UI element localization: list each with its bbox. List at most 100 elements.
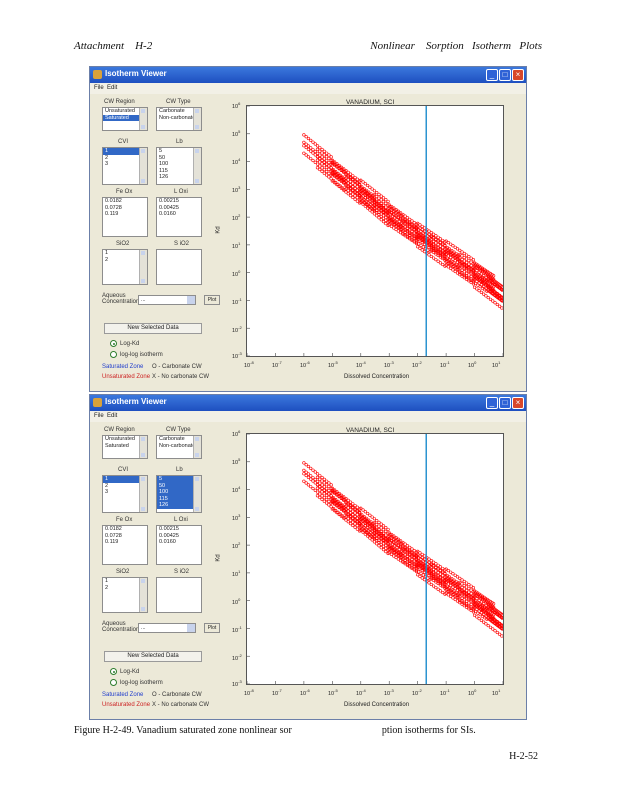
- title-bar[interactable]: Isotherm Viewer _ □ ×: [90, 395, 526, 411]
- list-item[interactable]: 1: [103, 148, 147, 155]
- list-item[interactable]: Saturated: [103, 114, 147, 121]
- minimize-button[interactable]: _: [486, 69, 498, 81]
- cvi-listbox[interactable]: 1 2 3: [102, 147, 148, 185]
- scatter-point: [477, 289, 481, 293]
- list-item[interactable]: 100: [157, 489, 201, 496]
- maximize-button[interactable]: □: [499, 397, 511, 409]
- aqueous-select[interactable]: ...: [138, 295, 196, 305]
- log-kd-radio[interactable]: [110, 340, 117, 347]
- scrollbar[interactable]: [139, 476, 147, 512]
- list-item[interactable]: 0.00425: [159, 532, 179, 539]
- new-selected-data-button[interactable]: New Selected Data: [104, 651, 202, 662]
- menu-file[interactable]: File: [94, 85, 104, 91]
- list-item[interactable]: 0.0728: [105, 532, 122, 539]
- scrollbar[interactable]: [139, 108, 147, 130]
- list-item[interactable]: 115: [157, 495, 201, 502]
- scrollbar[interactable]: [139, 250, 147, 284]
- close-button[interactable]: ×: [512, 69, 524, 81]
- scrollbar[interactable]: [139, 578, 147, 612]
- chevron-down-icon[interactable]: [187, 624, 195, 632]
- log-log-isotherm-radio[interactable]: [110, 679, 117, 686]
- scatter-point: [315, 483, 320, 487]
- scrollbar[interactable]: [139, 436, 147, 458]
- plot-button[interactable]: Plot: [204, 623, 220, 633]
- log-log-isotherm-radio[interactable]: [110, 351, 117, 358]
- chevron-down-icon[interactable]: [187, 296, 195, 304]
- maximize-button[interactable]: □: [499, 69, 511, 81]
- scrollbar[interactable]: [193, 108, 201, 130]
- list-item[interactable]: Carbonate: [159, 108, 185, 114]
- list-item[interactable]: 126: [159, 174, 169, 180]
- scatter-point: [441, 262, 445, 267]
- lb-listbox[interactable]: 5 50 100 115 126: [156, 147, 202, 185]
- l-oxi-listbox[interactable]: 0.00215 0.00425 0.0160: [156, 197, 202, 237]
- list-item[interactable]: Unsaturated: [105, 108, 135, 114]
- list-item[interactable]: 0.119: [105, 211, 119, 217]
- list-item[interactable]: 115: [159, 167, 168, 174]
- minimize-button[interactable]: _: [486, 397, 498, 409]
- sio2b-listbox[interactable]: [156, 577, 202, 613]
- list-item[interactable]: 0.00215: [159, 198, 179, 204]
- list-item[interactable]: 0.0160: [159, 539, 176, 545]
- list-item[interactable]: 50: [157, 482, 201, 489]
- fe-ox-listbox[interactable]: 0.0182 0.0728 0.119: [102, 525, 148, 565]
- list-item[interactable]: 1: [103, 476, 147, 483]
- scrollbar[interactable]: [139, 148, 147, 184]
- scatter-point: [377, 540, 381, 545]
- title-bar[interactable]: Isotherm Viewer _ □ ×: [90, 67, 526, 83]
- scatter-point: [444, 580, 448, 585]
- menu-edit[interactable]: Edit: [107, 413, 118, 419]
- sio2b-listbox[interactable]: [156, 249, 202, 285]
- list-item[interactable]: 0.0182: [105, 526, 122, 532]
- fe-ox-listbox[interactable]: 0.0182 0.0728 0.119: [102, 197, 148, 237]
- l-oxi-listbox[interactable]: 0.00215 0.00425 0.0160: [156, 525, 202, 565]
- list-item[interactable]: 3: [105, 489, 109, 495]
- new-selected-data-button[interactable]: New Selected Data: [104, 323, 202, 334]
- scrollbar[interactable]: [193, 476, 201, 512]
- scatter-point: [355, 195, 359, 200]
- menu-file[interactable]: File: [94, 413, 104, 419]
- list-item[interactable]: Saturated: [105, 442, 129, 449]
- list-item[interactable]: 1: [105, 250, 109, 256]
- list-item[interactable]: 50: [159, 154, 166, 161]
- scrollbar[interactable]: [193, 148, 201, 184]
- list-item[interactable]: 3: [105, 161, 109, 167]
- list-item[interactable]: 0.0182: [105, 198, 122, 204]
- cw-type-listbox[interactable]: Carbonate Non-carbonate: [156, 107, 202, 131]
- aqueous-select[interactable]: ...: [138, 623, 196, 633]
- sio2-listbox[interactable]: 1 2: [102, 577, 148, 613]
- list-item[interactable]: Non-carbonate: [159, 114, 196, 121]
- log-kd-radio[interactable]: [110, 668, 117, 675]
- scatter-point: [396, 554, 400, 558]
- list-item[interactable]: 2: [105, 256, 109, 263]
- list-item[interactable]: 0.119: [105, 539, 119, 545]
- close-button[interactable]: ×: [512, 397, 524, 409]
- list-item[interactable]: 1: [105, 578, 109, 584]
- menu-edit[interactable]: Edit: [107, 85, 118, 91]
- cw-type-listbox[interactable]: Carbonate Non-carbonate: [156, 435, 202, 459]
- list-item[interactable]: 0.00425: [159, 204, 179, 211]
- cw-region-listbox[interactable]: Unsaturated Saturated: [102, 107, 148, 131]
- scatter-point: [330, 507, 334, 511]
- scrollbar[interactable]: [193, 436, 201, 458]
- list-item[interactable]: Unsaturated: [105, 436, 135, 442]
- list-item[interactable]: 2: [105, 482, 109, 489]
- plot-button[interactable]: Plot: [204, 295, 220, 305]
- list-item[interactable]: 0.0728: [105, 204, 122, 211]
- scatter-point: [462, 261, 466, 266]
- list-item[interactable]: 5: [159, 148, 163, 154]
- list-item[interactable]: 126: [157, 502, 201, 509]
- lb-listbox[interactable]: 5 50 100 115 126: [156, 475, 202, 513]
- list-item[interactable]: 100: [159, 161, 169, 167]
- list-item[interactable]: Carbonate: [159, 436, 185, 442]
- cw-region-listbox[interactable]: Unsaturated Saturated: [102, 435, 148, 459]
- list-item[interactable]: 0.00215: [159, 526, 179, 532]
- list-item[interactable]: 2: [105, 584, 109, 591]
- list-item[interactable]: 5: [157, 476, 201, 483]
- list-item[interactable]: 0.0160: [159, 211, 176, 217]
- cvi-listbox[interactable]: 1 2 3: [102, 475, 148, 513]
- list-item[interactable]: 2: [105, 154, 109, 161]
- scatter-point: [335, 511, 339, 515]
- list-item[interactable]: Non-carbonate: [159, 442, 196, 449]
- sio2-listbox[interactable]: 1 2: [102, 249, 148, 285]
